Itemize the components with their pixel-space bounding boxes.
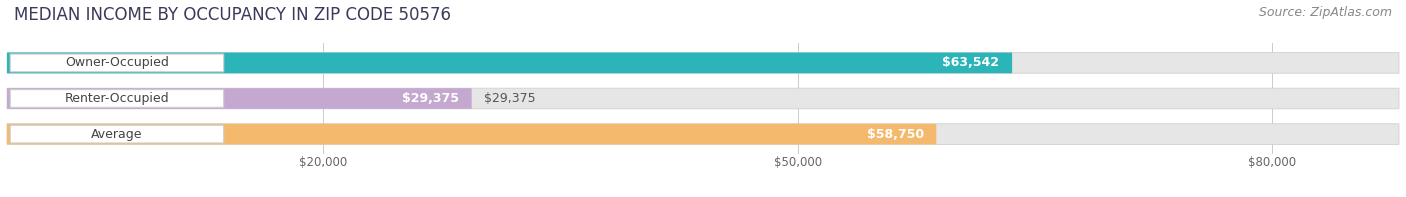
Text: Average: Average	[91, 128, 143, 141]
Text: $58,750: $58,750	[866, 128, 924, 141]
FancyBboxPatch shape	[7, 124, 936, 144]
FancyBboxPatch shape	[7, 124, 1399, 144]
FancyBboxPatch shape	[10, 125, 224, 143]
Text: MEDIAN INCOME BY OCCUPANCY IN ZIP CODE 50576: MEDIAN INCOME BY OCCUPANCY IN ZIP CODE 5…	[14, 6, 451, 24]
Text: $29,375: $29,375	[484, 92, 536, 105]
Text: Owner-Occupied: Owner-Occupied	[65, 56, 169, 69]
FancyBboxPatch shape	[7, 53, 1399, 73]
FancyBboxPatch shape	[7, 88, 1399, 109]
Text: Source: ZipAtlas.com: Source: ZipAtlas.com	[1258, 6, 1392, 19]
Text: $63,542: $63,542	[942, 56, 1000, 69]
Text: Renter-Occupied: Renter-Occupied	[65, 92, 169, 105]
FancyBboxPatch shape	[10, 90, 224, 107]
FancyBboxPatch shape	[10, 54, 224, 72]
Text: $29,375: $29,375	[402, 92, 458, 105]
FancyBboxPatch shape	[7, 88, 471, 109]
FancyBboxPatch shape	[7, 53, 1012, 73]
